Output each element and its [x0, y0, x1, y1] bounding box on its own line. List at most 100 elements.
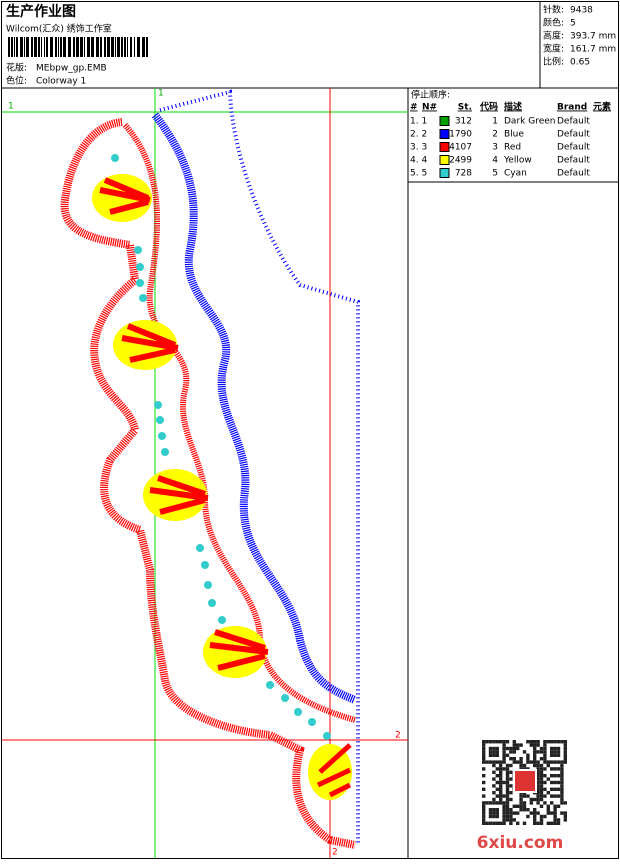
- qr-cell: [512, 818, 516, 822]
- qr-cell: [546, 760, 550, 764]
- qr-cell: [536, 740, 540, 744]
- qr-cell: [505, 818, 510, 822]
- qr-cell: [556, 787, 561, 791]
- qr-cell: [533, 811, 537, 815]
- qr-cell: [529, 760, 533, 764]
- qr-code: [482, 740, 567, 825]
- qr-cell: [502, 743, 506, 747]
- qr-cell: [488, 740, 493, 744]
- qr-cell: [539, 774, 544, 778]
- qr-cell: [495, 746, 499, 751]
- studio: Wilcom(汇众) 绣饰工作室: [6, 23, 112, 35]
- qr-cell: [522, 763, 527, 768]
- qr-cell: [556, 753, 561, 757]
- qr-cell: [499, 794, 503, 798]
- qr-cell: [526, 814, 530, 819]
- qr-cell: [560, 794, 564, 798]
- column-header: Brand: [557, 103, 587, 113]
- outline: [159, 89, 360, 845]
- qr-cell: [539, 791, 544, 795]
- qr-cell: [553, 760, 557, 764]
- bar-stripe: [14, 37, 15, 57]
- qr-cell: [546, 740, 550, 744]
- qr-cell: [482, 814, 486, 819]
- brand: Default: [557, 169, 590, 179]
- qr-cell: [560, 740, 564, 744]
- qr-cell: [495, 780, 499, 785]
- qr-cell: [509, 746, 513, 751]
- color-swatch: [439, 168, 450, 178]
- qr-cell: [543, 787, 547, 791]
- qr-cell: [492, 814, 496, 819]
- qr-cell: [495, 774, 499, 778]
- qr-cell: [556, 818, 561, 822]
- qr-cell: [550, 774, 554, 778]
- qr-cell: [516, 746, 520, 751]
- bar-stripe: [20, 37, 23, 57]
- qr-cell: [536, 777, 540, 781]
- bar-stripe: [142, 37, 145, 57]
- qr-cell: [539, 814, 544, 819]
- qr-cell: [509, 808, 513, 812]
- bar-stripe: [104, 37, 106, 57]
- bar-stripe: [111, 37, 114, 57]
- qr-cell: [499, 801, 503, 805]
- qr-cell: [512, 743, 516, 747]
- stitches: 4107: [449, 143, 472, 153]
- qr-cell: [499, 784, 503, 788]
- design: MEbpw_gp.EMB: [36, 64, 107, 74]
- qr-cell: [536, 770, 540, 774]
- qr-cell: [533, 743, 537, 747]
- qr-cell: [539, 794, 544, 798]
- qr-cell: [533, 753, 537, 757]
- qr-cell: [553, 774, 557, 778]
- qr-cell: [536, 784, 540, 788]
- qr-cell: [553, 780, 557, 785]
- qr-cell: [560, 770, 564, 774]
- qr-cell: [492, 753, 496, 757]
- qr-cell: [546, 791, 550, 795]
- qr-cell: [499, 760, 503, 764]
- qr-cell: [543, 757, 547, 761]
- qr-cell: [539, 784, 544, 788]
- description: Yellow: [503, 156, 532, 166]
- qr-cell: [546, 763, 550, 768]
- stitches: 2499: [449, 156, 472, 166]
- bar-stripe: [121, 37, 123, 57]
- dots: [111, 154, 331, 740]
- qr-cell: [505, 774, 510, 778]
- qr-cell: [560, 763, 564, 768]
- qr-cell: [522, 750, 527, 754]
- qr-cell: [512, 746, 516, 751]
- qr-cell: [539, 818, 544, 822]
- qr-cell: [509, 814, 513, 819]
- qr-cell: [550, 753, 554, 757]
- stitches: 312: [455, 117, 472, 127]
- bar-stripe: [60, 37, 62, 57]
- qr-cell: [533, 740, 537, 744]
- bar-stripe: [107, 37, 110, 57]
- qr-cell: [502, 780, 506, 785]
- qr-cell: [505, 767, 510, 771]
- qr-cell: [516, 760, 520, 764]
- qr-cell: [519, 797, 523, 802]
- qr-cell: [546, 808, 550, 812]
- bar-stripe: [8, 37, 10, 57]
- qr-cell: [546, 777, 550, 781]
- qr-cell: [482, 818, 486, 822]
- description: Cyan: [504, 169, 527, 179]
- stat-label: 比例:: [543, 56, 564, 68]
- bar-stripe: [58, 37, 59, 57]
- qr-cell: [505, 814, 510, 819]
- qr-cell: [536, 787, 540, 791]
- qr-cell: [492, 797, 496, 802]
- qr-cell: [488, 821, 493, 825]
- qr-cell: [519, 743, 523, 747]
- qr-cell: [482, 801, 486, 805]
- qr-cell: [488, 753, 493, 757]
- qr-cell: [539, 804, 544, 808]
- qr-cell: [533, 746, 537, 751]
- qr-cell: [563, 757, 567, 761]
- qr-cell: [519, 763, 523, 768]
- qr-cell: [509, 791, 513, 795]
